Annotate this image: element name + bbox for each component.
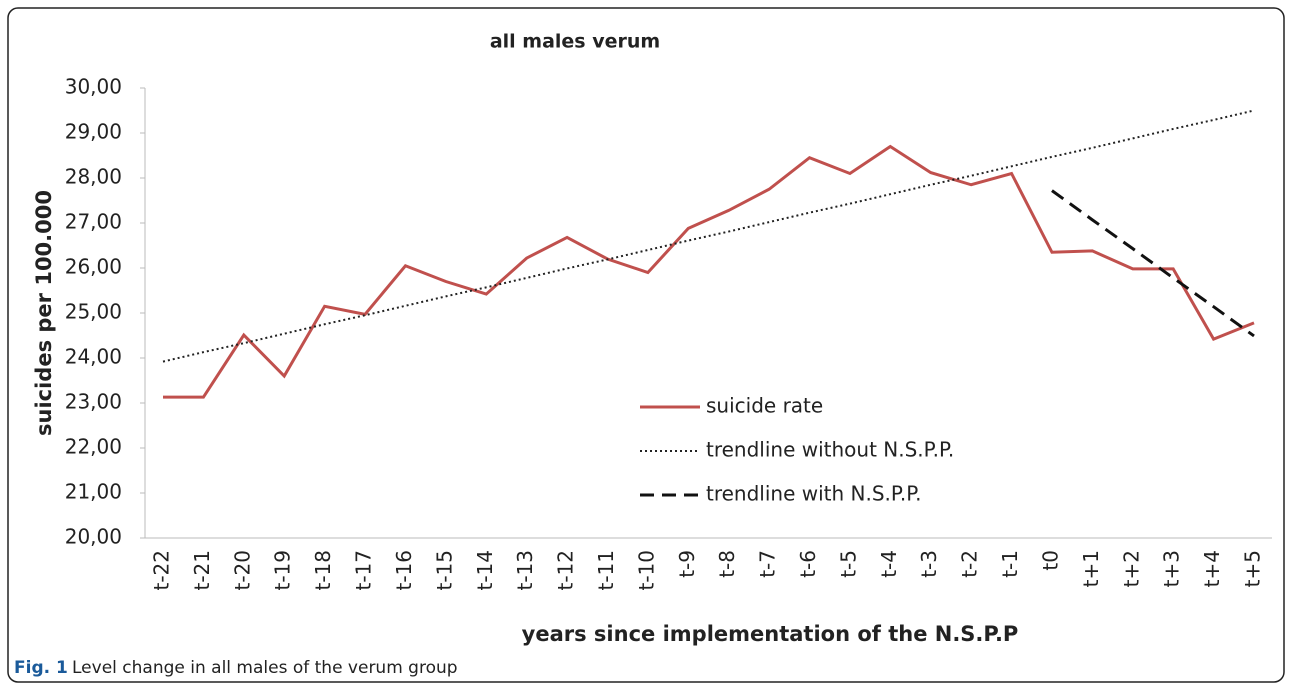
y-tick-label: 23,00 xyxy=(65,390,122,414)
series-line xyxy=(163,144,1255,399)
x-tick-label: t-5 xyxy=(836,550,860,578)
x-tick-label: t-21 xyxy=(190,550,214,591)
x-tick-label: t+3 xyxy=(1160,550,1184,587)
caption-label: Fig. 1 xyxy=(14,658,68,678)
x-tick-label: t-1 xyxy=(998,550,1022,578)
x-tick-label: t+1 xyxy=(1079,550,1103,587)
y-axis-title: suicides per 100.000 xyxy=(32,190,56,436)
x-tick-label: t-2 xyxy=(958,550,982,578)
y-tick-label: 30,00 xyxy=(65,75,122,99)
x-tick-label: t-6 xyxy=(796,550,820,578)
x-tick-label: t-7 xyxy=(756,550,780,578)
y-tick-label: 22,00 xyxy=(65,435,122,459)
x-tick-label: t-8 xyxy=(715,550,739,578)
x-tick-label: t-9 xyxy=(675,550,699,578)
y-tick-label: 29,00 xyxy=(65,120,122,144)
y-tick-label: 21,00 xyxy=(65,480,122,504)
x-tick-label: t-20 xyxy=(230,550,254,591)
y-tick-label: 25,00 xyxy=(65,300,122,324)
caption-text: Level change in all males of the verum g… xyxy=(72,658,458,678)
x-tick-label: t-4 xyxy=(877,550,901,578)
frame xyxy=(7,7,1285,683)
x-tick-label: t-14 xyxy=(473,550,497,591)
x-tick-label: t+4 xyxy=(1200,550,1224,587)
legend-label: suicide rate xyxy=(706,394,823,418)
x-tick-label: t0 xyxy=(1038,550,1062,571)
x-tick-label: t-18 xyxy=(311,550,335,591)
y-tick-label: 27,00 xyxy=(65,210,122,234)
x-axis-title: years since implementation of the N.S.P.… xyxy=(522,622,1019,646)
x-tick-label: t-17 xyxy=(352,550,376,591)
series-line xyxy=(162,109,1255,363)
x-tick-label: t-10 xyxy=(634,550,658,591)
x-tick-label: t-19 xyxy=(271,550,295,591)
x-tick-label: t-15 xyxy=(432,550,456,591)
x-tick-label: t-11 xyxy=(594,550,618,591)
y-tick-label: 24,00 xyxy=(65,345,122,369)
x-tick-label: t+2 xyxy=(1119,550,1143,587)
x-tick-label: t+5 xyxy=(1241,550,1265,587)
x-tick-label: t-12 xyxy=(554,550,578,591)
legend-label: trendline with N.S.P.P. xyxy=(706,482,922,506)
legend-label: trendline without N.S.P.P. xyxy=(706,438,954,462)
x-tick-label: t-13 xyxy=(513,550,537,591)
x-tick-label: t-3 xyxy=(917,550,941,578)
y-tick-label: 26,00 xyxy=(65,255,122,279)
y-tick-label: 28,00 xyxy=(65,165,122,189)
y-tick-label: 20,00 xyxy=(65,525,122,549)
chart-title: all males verum xyxy=(490,31,660,53)
x-tick-label: t-22 xyxy=(150,550,174,591)
series-line xyxy=(1051,189,1255,338)
x-tick-label: t-16 xyxy=(392,550,416,591)
